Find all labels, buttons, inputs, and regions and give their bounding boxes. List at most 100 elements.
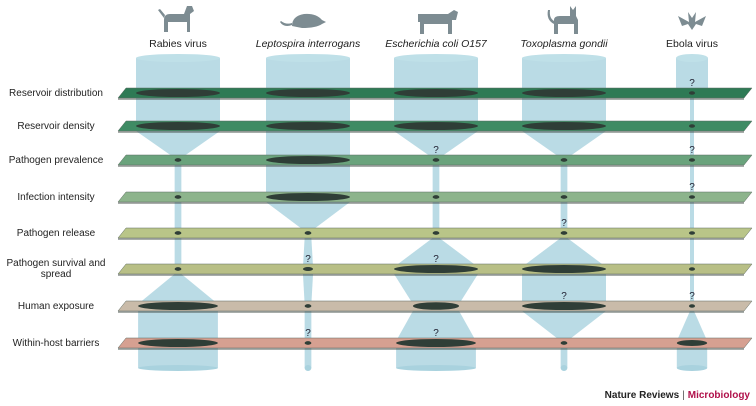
flow-hole xyxy=(136,89,220,97)
layer-plane-edge xyxy=(118,311,744,313)
flow-hole xyxy=(266,122,350,130)
layer-plane-edge xyxy=(118,274,744,276)
tube-segment xyxy=(174,238,182,267)
tube-cap xyxy=(136,54,220,62)
tube-segment xyxy=(266,202,350,231)
flow-tubes xyxy=(136,54,708,371)
tube-segment xyxy=(432,165,440,195)
tube-base xyxy=(304,365,312,371)
dog-icon xyxy=(158,6,194,32)
tube-segment xyxy=(138,274,218,304)
layer-plane-edge xyxy=(118,238,744,240)
flow-hole xyxy=(174,158,182,162)
tube-bottom xyxy=(304,348,312,368)
uncertainty-marks: ??????????? xyxy=(305,78,695,339)
tube-base xyxy=(396,365,476,371)
flow-hole xyxy=(174,267,182,271)
tube-segment xyxy=(174,202,182,231)
flow-hole xyxy=(174,195,182,199)
tube-cap xyxy=(266,54,350,62)
tube-segment xyxy=(690,202,694,231)
tube-segment xyxy=(690,274,694,304)
flow-hole xyxy=(394,89,478,97)
question-mark: ? xyxy=(689,291,695,302)
layer-label: Human exposure xyxy=(17,301,95,312)
flow-hole xyxy=(396,339,476,347)
credit-subject: Microbiology xyxy=(687,390,750,401)
tube-segment xyxy=(394,238,478,267)
cow-icon xyxy=(418,10,458,34)
flow-hole xyxy=(432,195,440,199)
question-mark: ? xyxy=(561,291,567,302)
flow-hole xyxy=(266,156,350,164)
flow-hole xyxy=(136,122,220,130)
tube-segment xyxy=(302,238,314,267)
question-mark: ? xyxy=(433,328,439,339)
tube-segment xyxy=(560,165,568,195)
layer-label: Reservoir density xyxy=(17,121,95,132)
question-mark: ? xyxy=(689,182,695,193)
question-mark: ? xyxy=(689,78,695,89)
tube-segment xyxy=(266,98,350,124)
tube-segment xyxy=(174,165,182,195)
tube-base xyxy=(138,365,218,371)
layer-label: Reservoir distribution xyxy=(9,88,103,99)
pathogen-label: Leptospira interrogans xyxy=(255,38,361,50)
tube-segment xyxy=(394,274,478,304)
flow-hole xyxy=(138,339,218,347)
flow-hole xyxy=(394,265,478,273)
tube-segment xyxy=(394,131,478,158)
journal-credit: Nature Reviews | Microbiology xyxy=(605,390,750,401)
layer-label: Within-host barriers xyxy=(12,338,100,349)
tube-top xyxy=(676,58,708,91)
flow-hole xyxy=(676,339,708,347)
flow-hole xyxy=(432,231,440,235)
tube-segment xyxy=(304,311,312,341)
question-mark: ? xyxy=(689,145,695,156)
question-mark: ? xyxy=(433,145,439,156)
tube-segment xyxy=(690,238,694,267)
tube-segment xyxy=(266,165,350,195)
flow-hole xyxy=(689,267,695,271)
tube-cap xyxy=(394,54,478,62)
flow-hole xyxy=(689,195,695,199)
tube-cap xyxy=(676,54,708,62)
flow-hole xyxy=(560,231,568,235)
layer-label: Infection intensity xyxy=(17,192,95,203)
tube-segment xyxy=(690,98,694,124)
tube-segment xyxy=(522,131,606,158)
pathogen-label: Toxoplasma gondii xyxy=(520,38,608,50)
tube-top xyxy=(136,58,220,91)
layer-plane-edge xyxy=(118,165,744,167)
tube-segment xyxy=(522,98,606,124)
tube-segment xyxy=(560,202,568,231)
flow-hole xyxy=(266,89,350,97)
layer-plane-edge xyxy=(118,98,744,100)
rat-icon xyxy=(280,13,326,28)
tube-top xyxy=(266,58,350,91)
tube-bottom xyxy=(138,348,218,368)
tube-segment xyxy=(396,311,476,341)
flow-hole xyxy=(689,124,695,128)
flow-hole xyxy=(689,304,695,308)
tube-cap xyxy=(522,54,606,62)
credit-journal: Nature Reviews xyxy=(604,390,680,401)
tube-segment xyxy=(690,131,694,158)
credit-separator: | xyxy=(682,390,685,401)
flow-hole xyxy=(304,341,312,345)
flow-hole xyxy=(522,302,606,310)
tube-segment xyxy=(522,238,606,267)
tube-segment xyxy=(302,274,314,304)
pathogen-label: Rabies virus xyxy=(149,38,207,50)
question-mark: ? xyxy=(305,328,311,339)
flow-hole xyxy=(560,195,568,199)
flow-hole xyxy=(560,158,568,162)
layer-label: Pathogen prevalence xyxy=(8,155,104,166)
layer-plane-edge xyxy=(118,131,744,133)
layer-label: Pathogen survival and spread xyxy=(6,258,106,280)
tube-bottom xyxy=(676,348,708,368)
tube-top xyxy=(522,58,606,91)
flow-hole xyxy=(522,122,606,130)
